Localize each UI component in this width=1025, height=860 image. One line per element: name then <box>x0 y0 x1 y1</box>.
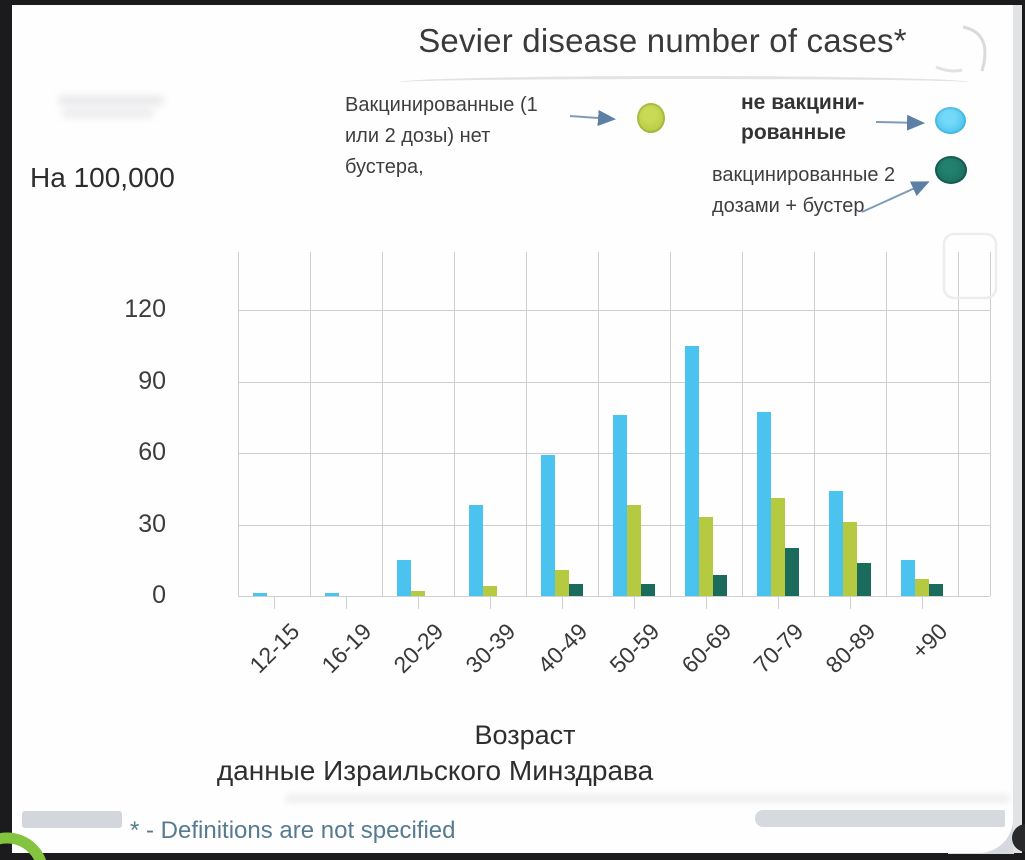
legend-line: рованные <box>741 121 846 145</box>
bar-unvaccinated <box>757 412 771 596</box>
data-source-note: данные Израильского Минздрава <box>216 755 654 786</box>
legend-line: дозами + бустер <box>712 195 865 217</box>
gridline-vertical <box>670 252 671 596</box>
bar-unvaccinated <box>469 505 483 596</box>
bar-unvaccinated <box>901 560 915 596</box>
bar-vaccinated-no-booster <box>699 517 713 596</box>
gridline-horizontal <box>238 310 990 311</box>
x-axis-tick <box>490 596 491 609</box>
gridline-vertical <box>958 252 959 596</box>
bar-vaccinated-no-booster <box>483 586 497 596</box>
x-axis-tick <box>418 596 419 609</box>
right-gutter-strip <box>1013 5 1022 853</box>
x-axis-tick <box>346 596 347 609</box>
legend-line: или 2 дозы) нет <box>345 125 491 147</box>
x-axis-tick <box>850 596 851 609</box>
bar-unvaccinated <box>613 415 627 596</box>
x-axis-tick <box>778 596 779 609</box>
gridline-horizontal <box>238 382 990 383</box>
legend-dot-vaccinated-no-booster-icon <box>637 103 665 133</box>
gridline-horizontal <box>238 596 990 597</box>
bar-unvaccinated <box>397 560 411 596</box>
title-underline-decoration <box>398 76 970 89</box>
y-tick-label: 30 <box>138 510 166 538</box>
x-axis-tick <box>922 596 923 609</box>
y-tick-label: 120 <box>124 295 166 323</box>
gridline-vertical <box>310 252 311 596</box>
bar-unvaccinated <box>325 593 339 596</box>
watermark-smudge <box>58 96 164 105</box>
legend-dot-unvaccinated-icon <box>935 107 966 134</box>
bar-vaccinated-boosted <box>641 584 655 596</box>
bar-vaccinated-boosted <box>857 563 871 596</box>
legend-line: Вакцинированные (1 <box>345 94 538 116</box>
gridline-vertical <box>814 252 815 596</box>
x-axis-tick <box>274 596 275 609</box>
x-axis-tick <box>706 596 707 609</box>
bar-vaccinated-no-booster <box>771 498 785 596</box>
chart-title: Sevier disease number of cases* <box>418 22 907 59</box>
gridline-vertical <box>382 252 383 596</box>
y-tick-label: 90 <box>138 367 166 395</box>
x-axis-tick <box>562 596 563 609</box>
legend-label-vaccinated-no-booster: Вакцинированные (1 или 2 дозы) нет бусте… <box>345 90 575 183</box>
gridline-vertical <box>238 252 239 596</box>
bar-unvaccinated <box>685 346 699 596</box>
bar-unvaccinated <box>541 455 555 596</box>
x-axis-title: Возраст <box>474 720 576 750</box>
legend-label-vaccinated-boosted: вакцинированные 2 дозами + бустер <box>712 160 922 222</box>
legend-line: бустера, <box>345 156 424 178</box>
gridline-vertical <box>454 252 455 596</box>
gridline-vertical <box>598 252 599 596</box>
bar-vaccinated-no-booster <box>627 505 641 596</box>
gridline-vertical <box>742 252 743 596</box>
footnote-text: * - Definitions are not specified <box>130 817 456 844</box>
bar-vaccinated-boosted <box>713 575 727 596</box>
legend-line: вакцинированные 2 <box>712 164 896 186</box>
gridline-vertical <box>990 252 991 596</box>
watermark-smudge <box>62 110 154 117</box>
bar-vaccinated-no-booster <box>411 591 425 596</box>
gray-strip-decoration <box>755 810 1005 827</box>
bar-unvaccinated <box>829 491 843 596</box>
chart-card <box>12 5 1013 853</box>
x-axis-tick <box>634 596 635 609</box>
legend-dot-vaccinated-boosted-icon <box>935 156 967 184</box>
gridline-vertical <box>526 252 527 596</box>
redaction-pill <box>22 811 122 828</box>
bar-vaccinated-boosted <box>785 548 799 596</box>
legend-label-unvaccinated: не вакцини- рованные <box>741 88 921 149</box>
bar-vaccinated-no-booster <box>915 579 929 596</box>
watermark-smudge <box>285 794 1010 803</box>
bar-vaccinated-boosted <box>929 584 943 596</box>
bar-unvaccinated <box>253 593 267 596</box>
gridline-vertical <box>886 252 887 596</box>
y-tick-label: 0 <box>152 581 166 609</box>
y-axis-unit-label: На 100,000 <box>30 162 175 193</box>
bar-vaccinated-boosted <box>569 584 583 596</box>
bar-vaccinated-no-booster <box>555 570 569 596</box>
legend-line: не вакцини- <box>741 91 865 114</box>
y-tick-label: 60 <box>138 438 166 466</box>
bar-vaccinated-no-booster <box>843 522 857 596</box>
